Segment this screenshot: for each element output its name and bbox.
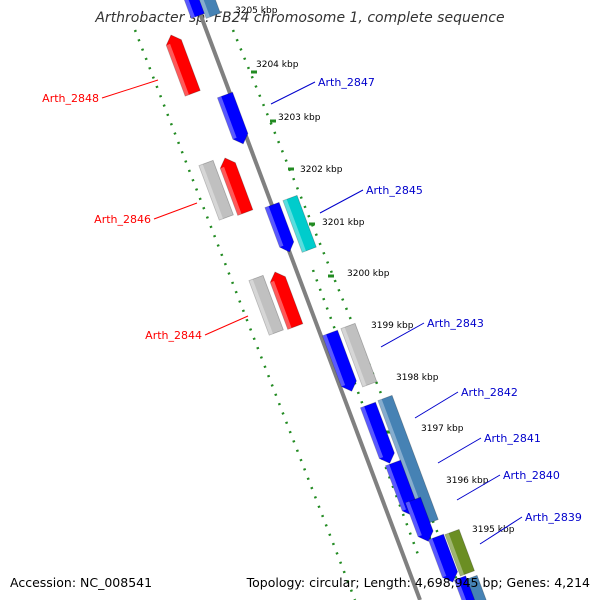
feature-highlight — [184, 0, 196, 19]
gene-feature — [264, 201, 295, 253]
gene-label-leader — [479, 516, 523, 545]
feature-highlight — [282, 199, 306, 253]
tick-label: 3204 kbp — [256, 60, 299, 70]
feature-highlight — [198, 164, 224, 221]
gene-feature — [453, 575, 476, 600]
gene-feature — [165, 34, 201, 97]
gene-feature — [404, 496, 434, 542]
feature-highlight — [199, 0, 211, 19]
feature-highlight — [340, 327, 367, 387]
feature-highlight — [377, 399, 428, 525]
feature-highlight — [385, 464, 407, 511]
gene-label-leader — [414, 391, 459, 419]
feature-highlight — [248, 279, 274, 336]
feature-highlight — [217, 96, 237, 140]
gene-label-leader — [204, 315, 249, 336]
feature-highlight — [264, 206, 284, 248]
feature-highlight — [220, 166, 242, 216]
tick-labels: 3205 kbp 3204 kbp 3203 kbp 3202 kbp 3201 kbp… — [235, 6, 515, 535]
gene-label[interactable]: Arth_2845 — [366, 184, 423, 197]
gene-feature — [340, 322, 378, 388]
gene-feature — [444, 528, 475, 577]
gene-feature — [269, 271, 304, 330]
feature-highlight — [405, 501, 422, 537]
tick-label: 3197 kbp — [421, 424, 464, 434]
gene-labels: Arth_2848 Arth_2847 Arth_2846 Arth_2845 Arth… — [42, 76, 582, 545]
gene-label-leader — [153, 202, 198, 220]
tick-label: 3202 kbp — [300, 165, 343, 175]
tick-label: 3201 kbp — [322, 218, 365, 228]
gene-label[interactable]: Arth_2840 — [503, 469, 560, 482]
tick-label: 3205 kbp — [235, 6, 278, 16]
gene-label-leader — [456, 474, 501, 501]
dotted-track-line — [133, 29, 357, 600]
tick-label: 3195 kbp — [472, 525, 515, 535]
gene-label[interactable]: Arth_2843 — [427, 317, 484, 330]
backbone-line — [193, 0, 422, 600]
feature-highlight — [322, 334, 346, 387]
features — [165, 0, 487, 600]
tick-label: 3200 kbp — [347, 269, 390, 279]
topology-text: Topology: circular; Length: 4,698,945 bp… — [246, 575, 590, 590]
gene-feature — [198, 0, 221, 19]
gene-feature — [321, 329, 357, 392]
gene-label[interactable]: Arth_2844 — [145, 329, 202, 342]
gene-label-leader — [101, 79, 159, 99]
tick-label: 3199 kbp — [371, 321, 414, 331]
gene-feature — [427, 533, 458, 583]
gene-label-leader — [380, 322, 425, 348]
feature-highlight — [166, 43, 189, 97]
gene-label-leader — [319, 189, 364, 214]
feature-highlight — [428, 538, 447, 578]
tick-label: 3203 kbp — [278, 113, 321, 123]
tick-label: 3198 kbp — [396, 373, 439, 383]
gene-feature — [248, 274, 284, 336]
dotted-track-line — [311, 269, 422, 561]
gene-label[interactable]: Arth_2841 — [484, 432, 541, 445]
tick-label: 3196 kbp — [446, 476, 489, 486]
feature-highlight — [270, 280, 292, 330]
gene-feature — [219, 157, 254, 216]
gene-label[interactable]: Arth_2842 — [461, 386, 518, 399]
gene-label[interactable]: Arth_2846 — [94, 213, 151, 226]
gene-label[interactable]: Arth_2848 — [42, 92, 99, 105]
feature-highlight — [444, 533, 465, 576]
gene-label-leader — [270, 81, 316, 105]
gene-feature — [216, 91, 249, 145]
feature-highlight — [360, 406, 384, 459]
feature-highlight — [454, 578, 467, 600]
gene-label[interactable]: Arth_2839 — [525, 511, 582, 524]
accession-text: Accession: NC_008541 — [10, 575, 153, 590]
gene-label[interactable]: Arth_2847 — [318, 76, 375, 89]
gene-feature — [282, 194, 317, 253]
gene-label-leader — [437, 437, 482, 464]
gene-feature — [359, 401, 395, 464]
gene-feature — [198, 159, 234, 221]
